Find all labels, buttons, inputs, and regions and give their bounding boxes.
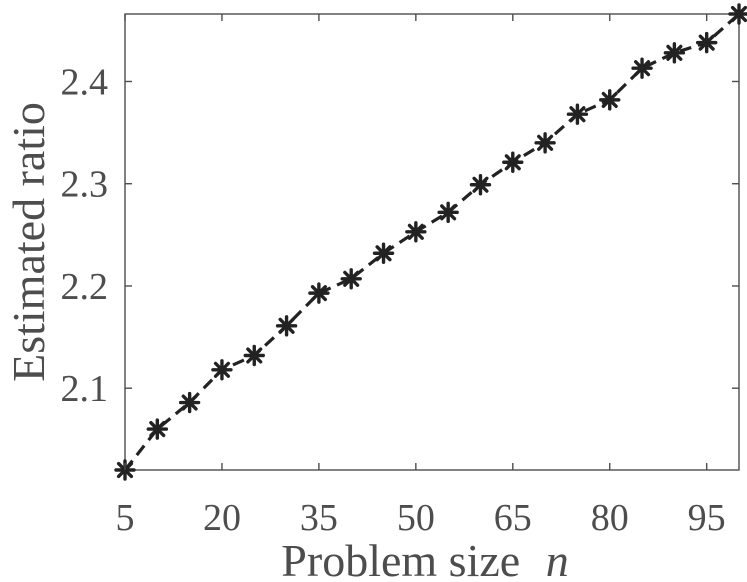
x-axis-title-variable: n (546, 535, 569, 582)
data-point-marker (728, 3, 747, 25)
data-point-marker (275, 315, 298, 337)
data-point-marker (469, 174, 492, 196)
data-point-marker (663, 42, 686, 64)
y-tick-label: 2.3 (61, 164, 109, 206)
plot-area (124, 13, 740, 471)
y-tick-label: 2.4 (61, 61, 109, 103)
y-tick-label: 2.1 (61, 368, 109, 410)
data-point-marker (599, 89, 621, 111)
x-tick-label: 95 (688, 497, 726, 539)
series-line-group (123, 12, 741, 471)
axes-frame (124, 13, 740, 471)
data-point-marker (243, 344, 265, 367)
data-point-marker (211, 359, 233, 381)
marker-group (114, 3, 747, 481)
x-tick-label: 50 (397, 497, 435, 539)
data-point-marker (372, 242, 395, 264)
y-tick-label: 2.2 (61, 266, 109, 308)
y-axis: 2.1 2.2 2.3 2.4 (61, 61, 739, 410)
data-point-marker (566, 103, 589, 125)
series-line (123, 12, 741, 471)
x-axis-title-text: Problem size (281, 535, 520, 582)
data-point-marker (631, 57, 653, 79)
data-point-marker (308, 282, 330, 304)
x-tick-label: 35 (300, 497, 338, 539)
data-point-marker (437, 201, 459, 224)
y-axis-title: Estimated ratio (3, 102, 54, 382)
data-point-marker (534, 132, 556, 154)
data-point-marker (502, 151, 524, 173)
x-tick-label: 80 (591, 497, 629, 539)
data-point-marker (695, 31, 718, 54)
x-tick-label: 5 (116, 497, 135, 539)
data-point-marker (340, 268, 362, 290)
data-point-marker (405, 221, 427, 243)
x-axis-title: Problem size n (281, 535, 568, 582)
data-point-marker (178, 391, 201, 414)
x-axis: 5 20 35 50 65 80 95 (116, 14, 726, 539)
data-point-marker (146, 418, 169, 440)
x-tick-label: 20 (203, 497, 241, 539)
x-tick-label: 65 (494, 497, 532, 539)
